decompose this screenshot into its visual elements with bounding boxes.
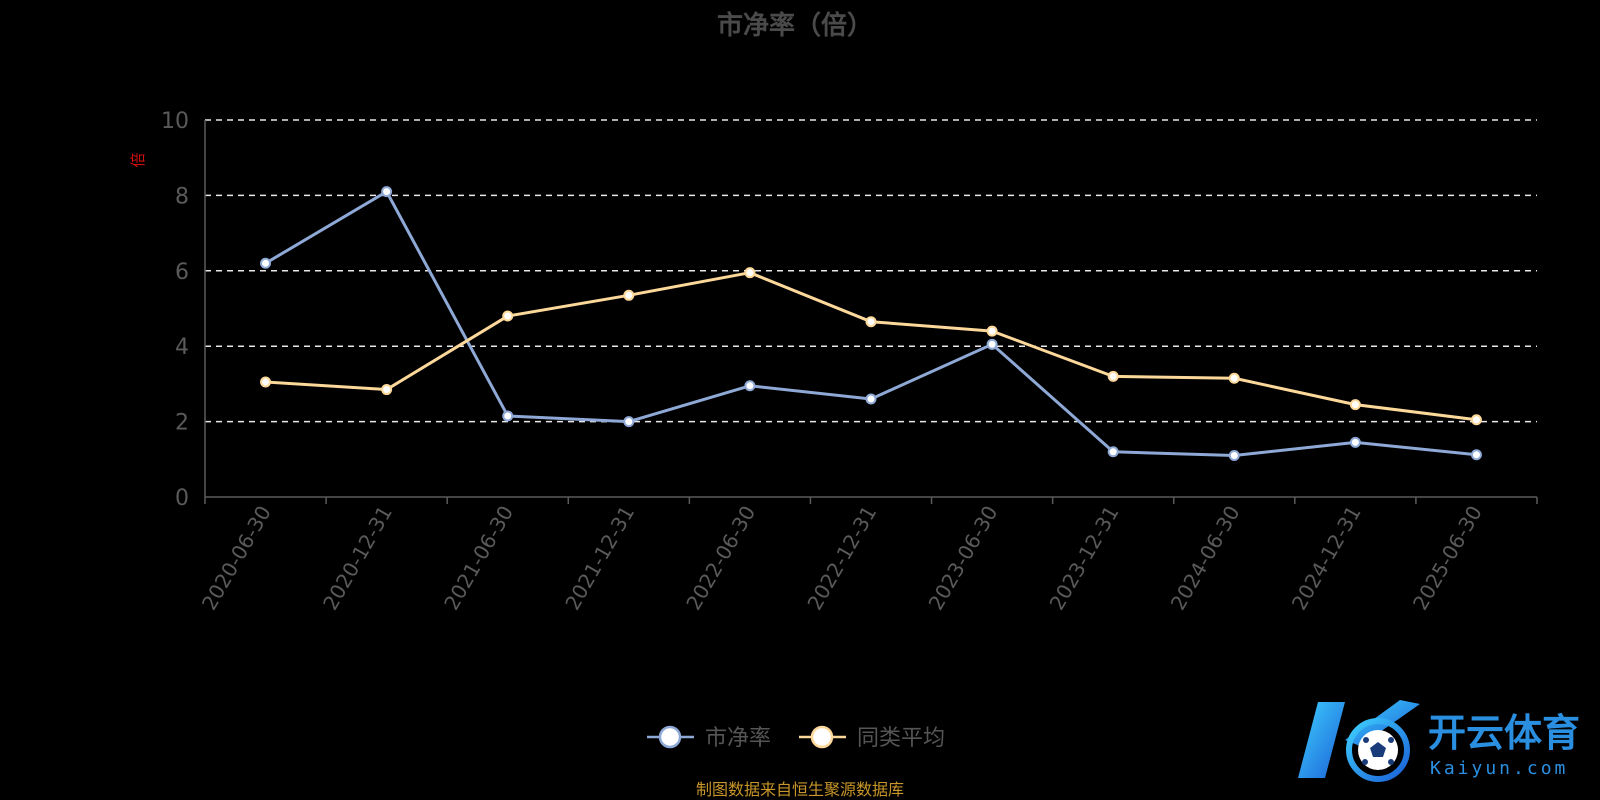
x-tick-label: 2022-06-30 (681, 502, 760, 615)
soccer-ball-pentagon (1370, 742, 1386, 757)
logo-domain: Kaiyun.com (1430, 758, 1568, 779)
x-tick-label: 2021-12-31 (560, 502, 639, 615)
y-tick-label: 0 (175, 486, 189, 511)
legend-item-pb[interactable]: 市净率 (647, 725, 771, 751)
logo-name-cn: 开云体育 (1428, 711, 1580, 755)
data-point[interactable] (1228, 372, 1240, 384)
data-point[interactable] (986, 338, 998, 350)
soccer-ball-patch (1363, 737, 1369, 743)
soccer-ball-patch (1388, 759, 1394, 765)
data-point[interactable] (260, 257, 272, 269)
data-point[interactable] (1470, 414, 1482, 426)
x-tick-labels: 2020-06-30 2020-12-31 2021-06-30 2021-12-31… (197, 501, 1487, 614)
data-point[interactable] (986, 325, 998, 337)
y-tick-label: 2 (175, 411, 189, 436)
legend-label-pb: 市净率 (705, 726, 771, 751)
logo-ring (1346, 718, 1410, 782)
data-point[interactable] (744, 380, 756, 392)
data-point[interactable] (502, 310, 514, 322)
data-point[interactable] (502, 410, 514, 422)
data-point[interactable] (744, 267, 756, 279)
data-point[interactable] (1107, 446, 1119, 458)
data-point[interactable] (1470, 449, 1482, 461)
y-tick-label: 10 (161, 109, 189, 134)
x-tick-label: 2025-06-30 (1408, 502, 1487, 615)
y-tick-label: 6 (175, 260, 189, 285)
data-point[interactable] (1107, 370, 1119, 382)
chart-title: 市净率（倍） (717, 10, 873, 41)
legend-swatch-marker (658, 725, 682, 749)
logo-k-stem (1298, 702, 1345, 778)
data-point[interactable] (1228, 450, 1240, 462)
axes (204, 120, 1538, 504)
y-tick-label: 4 (175, 335, 189, 360)
legend-item-peer-average[interactable]: 同类平均 (799, 725, 945, 751)
data-point[interactable] (623, 416, 635, 428)
series-lines (260, 186, 1482, 462)
data-point[interactable] (865, 316, 877, 328)
x-tick-label: 2022-12-31 (802, 502, 881, 615)
x-tick-label: 2021-06-30 (439, 502, 518, 615)
data-point[interactable] (381, 384, 393, 396)
data-source-note: 制图数据来自恒生聚源数据库 (696, 780, 904, 799)
y-axis-unit-label: 倍 (129, 152, 147, 167)
data-point[interactable] (381, 186, 393, 198)
legend[interactable]: 市净率 同类平均 (647, 725, 945, 751)
soccer-ball-patch (1362, 759, 1368, 765)
x-tick-label: 2024-12-31 (1287, 502, 1366, 615)
data-point[interactable] (1349, 436, 1361, 448)
x-tick-label: 2020-06-30 (197, 502, 276, 615)
y-tick-labels: 0 2 4 6 8 10 (161, 109, 189, 511)
data-point[interactable] (260, 376, 272, 388)
x-tick-label: 2023-12-31 (1045, 502, 1124, 615)
x-tick-label: 2020-12-31 (318, 502, 397, 615)
x-tick-label: 2024-06-30 (1166, 502, 1245, 615)
soccer-ball-patch (1388, 737, 1394, 743)
x-tick-label: 2023-06-30 (924, 501, 1003, 614)
legend-label-peer-average: 同类平均 (857, 726, 945, 751)
kaiyun-logo: 开云体育 Kaiyun.com (1298, 700, 1580, 782)
data-point[interactable] (623, 289, 635, 301)
data-point[interactable] (865, 393, 877, 405)
gridlines (205, 119, 1537, 423)
legend-swatch-marker (810, 725, 834, 749)
y-tick-label: 8 (175, 184, 189, 209)
data-point[interactable] (1349, 399, 1361, 411)
